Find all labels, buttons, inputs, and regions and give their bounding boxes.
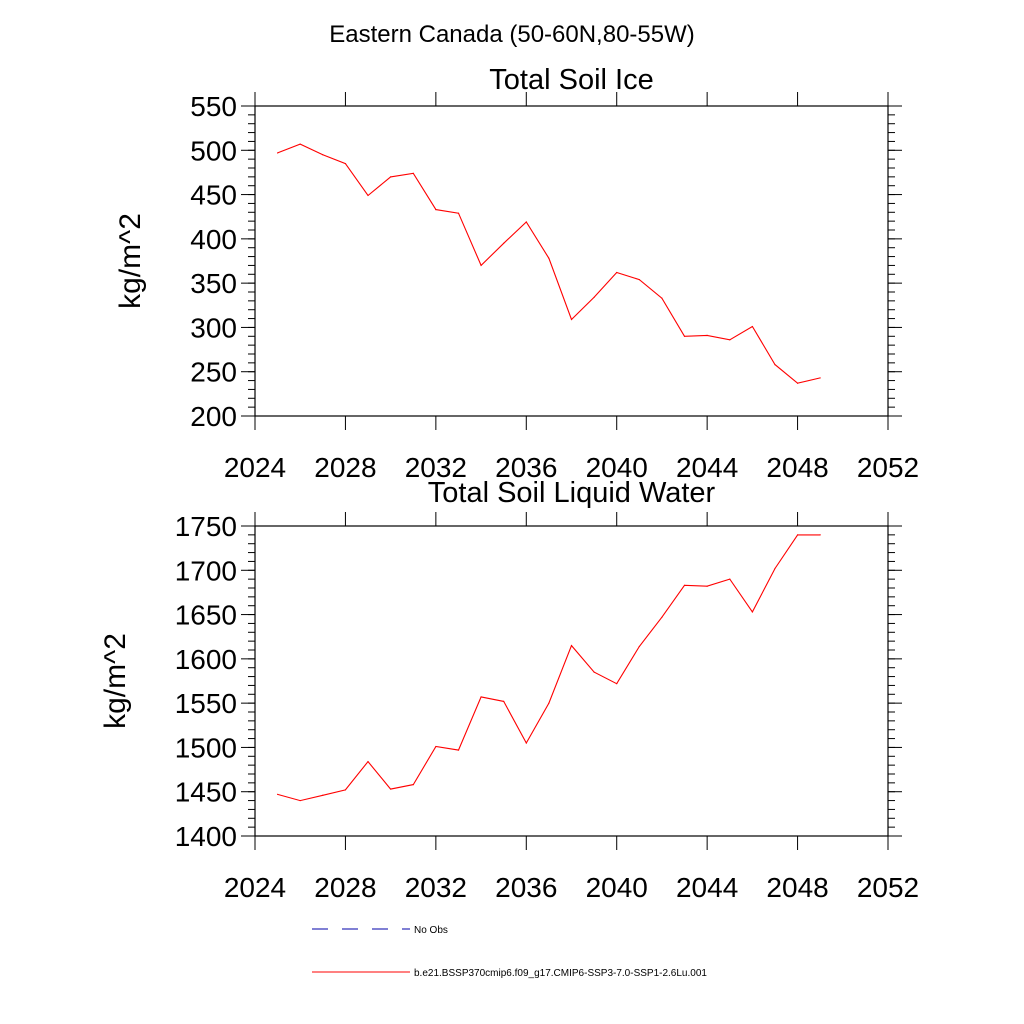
x-tick-label: 2024 <box>224 452 286 483</box>
data-point <box>277 152 279 154</box>
plot-frame <box>254 105 889 417</box>
x-tick-label: 2032 <box>405 872 467 903</box>
data-point <box>751 325 753 328</box>
data-point <box>412 172 414 174</box>
x-tick-label: 2032 <box>405 452 467 483</box>
data-point <box>344 162 347 165</box>
y-tick-label: 500 <box>190 135 237 166</box>
x-tick-label: 2024 <box>224 872 286 903</box>
x-tick-label: 2052 <box>857 872 919 903</box>
data-point <box>322 154 324 156</box>
x-tick-label: 2028 <box>314 872 376 903</box>
y-tick-label: 1400 <box>175 821 237 852</box>
data-point <box>503 242 505 244</box>
data-point <box>616 271 618 274</box>
y-axis-label: kg/m^2 <box>114 213 147 309</box>
data-point <box>661 297 663 299</box>
data-point <box>480 264 482 267</box>
data-point <box>729 578 731 580</box>
data-point <box>367 194 369 197</box>
y-tick-label: 200 <box>190 401 237 432</box>
data-point <box>570 318 573 321</box>
data-point <box>774 364 776 366</box>
data-point <box>706 585 708 587</box>
legend: No Obs b.e21.BSSP370cmip6.f09_g17.CMIP6-… <box>312 925 707 979</box>
y-tick-label: 1750 <box>175 511 237 542</box>
x-tick-label: 2040 <box>586 452 648 483</box>
data-point <box>367 761 369 763</box>
data-point <box>729 339 731 341</box>
data-point <box>435 745 437 748</box>
plot-frame <box>254 525 889 837</box>
panel-soil-ice: Total Soil Ice 200 250 300 350 400 450 500 550 20… <box>114 64 919 483</box>
y-tick-label: 300 <box>190 312 237 343</box>
data-point <box>661 616 663 618</box>
data-point <box>525 221 527 223</box>
chart-title: Total Soil Liquid Water <box>428 477 716 509</box>
data-point <box>570 644 573 647</box>
data-point <box>819 377 821 379</box>
x-tick-label: 2036 <box>495 872 557 903</box>
y-tick-label: 350 <box>190 268 237 299</box>
data-point <box>683 335 686 337</box>
data-point <box>435 209 437 211</box>
data-point <box>774 567 776 570</box>
data-point <box>593 671 595 673</box>
x-tick-label: 2028 <box>314 452 376 483</box>
data-point <box>706 334 708 336</box>
data-point <box>390 788 392 790</box>
data-point <box>412 784 414 786</box>
data-point <box>525 742 527 744</box>
data-point <box>322 794 324 796</box>
data-point <box>796 382 799 384</box>
y-tick-label: 1500 <box>175 732 237 763</box>
data-point <box>548 702 550 704</box>
data-point <box>277 793 279 795</box>
y-tick-label: 1700 <box>175 555 237 586</box>
y-tick-label: 1550 <box>175 688 237 719</box>
y-tick-label: 550 <box>190 91 237 122</box>
x-tick-label: 2052 <box>857 452 919 483</box>
data-point <box>796 534 799 536</box>
x-tick-label: 2048 <box>766 452 828 483</box>
y-tick-label: 250 <box>190 357 237 388</box>
x-tick-label: 2040 <box>586 872 648 903</box>
data-point <box>751 611 753 613</box>
data-point <box>299 799 301 802</box>
y-tick-label: 400 <box>190 224 237 255</box>
x-tick-label: 2044 <box>676 872 738 903</box>
data-point <box>299 143 301 145</box>
legend-model-label: b.e21.BSSP370cmip6.f09_g17.CMIP6-SSP3-7.… <box>414 968 707 979</box>
data-point <box>480 696 482 698</box>
data-point <box>593 296 595 298</box>
panel-soil-liquid-water: Total Soil Liquid Water 1400 1450 1500 1550 1… <box>99 477 919 903</box>
chart-title: Total Soil Ice <box>489 64 653 96</box>
x-tick-label: 2048 <box>766 872 828 903</box>
data-point <box>457 749 460 751</box>
data-point <box>457 212 460 214</box>
legend-obs-label: No Obs <box>414 925 448 936</box>
data-point <box>638 279 640 281</box>
x-tick-label: 2036 <box>495 452 557 483</box>
y-tick-label: 450 <box>190 180 237 211</box>
data-point <box>344 789 347 791</box>
y-tick-label: 1450 <box>175 777 237 808</box>
data-point <box>616 683 618 685</box>
y-axis-label: kg/m^2 <box>99 633 132 729</box>
figure-title: Eastern Canada (50-60N,80-55W) <box>329 21 695 48</box>
data-point <box>638 645 640 648</box>
y-tick-label: 1600 <box>175 644 237 675</box>
data-point <box>683 584 686 586</box>
y-tick-label: 1650 <box>175 600 237 631</box>
data-point <box>390 176 392 178</box>
data-point <box>819 534 821 536</box>
data-point <box>503 700 505 702</box>
data-point <box>548 257 550 259</box>
x-tick-label: 2044 <box>676 452 738 483</box>
